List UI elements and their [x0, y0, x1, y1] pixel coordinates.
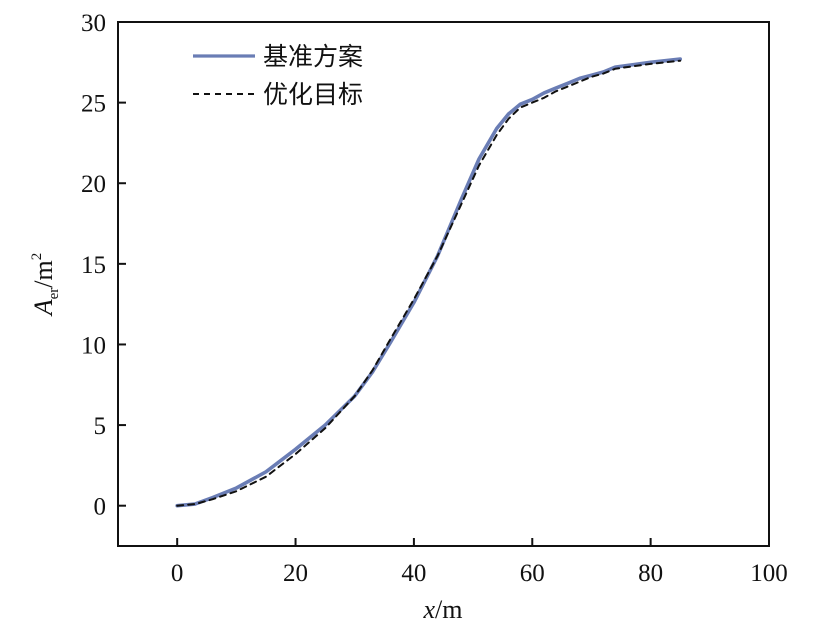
series-line-baseline — [175, 57, 683, 508]
y-axis-title: Aer/m2 — [29, 253, 62, 318]
axis-ticks: 0 20 40 60 80 100 0 5 10 15 20 25 30 — [81, 10, 788, 587]
x-tick-label: 100 — [750, 560, 788, 587]
legend-label-baseline: 基准方案 — [263, 42, 363, 71]
x-tick-label: 0 — [171, 560, 184, 587]
x-tick-label: 60 — [520, 560, 545, 587]
y-tick-label: 30 — [81, 10, 106, 37]
series-group — [175, 57, 683, 508]
series-line-optimized — [176, 59, 682, 507]
y-tick-label: 20 — [81, 171, 106, 198]
legend: 基准方案 优化目标 — [193, 42, 363, 109]
y-tick-label: 10 — [81, 332, 106, 359]
y-tick-label: 25 — [81, 91, 106, 118]
y-tick-label: 15 — [81, 252, 106, 279]
x-tick-label: 80 — [638, 560, 663, 587]
x-axis-title: x/m — [423, 595, 463, 624]
legend-label-optimized: 优化目标 — [263, 80, 363, 109]
x-tick-label: 40 — [401, 560, 426, 587]
y-tick-label: 5 — [94, 413, 107, 440]
plot-frame — [117, 21, 770, 547]
x-tick-label: 20 — [283, 560, 308, 587]
y-tick-label: 0 — [94, 494, 107, 521]
